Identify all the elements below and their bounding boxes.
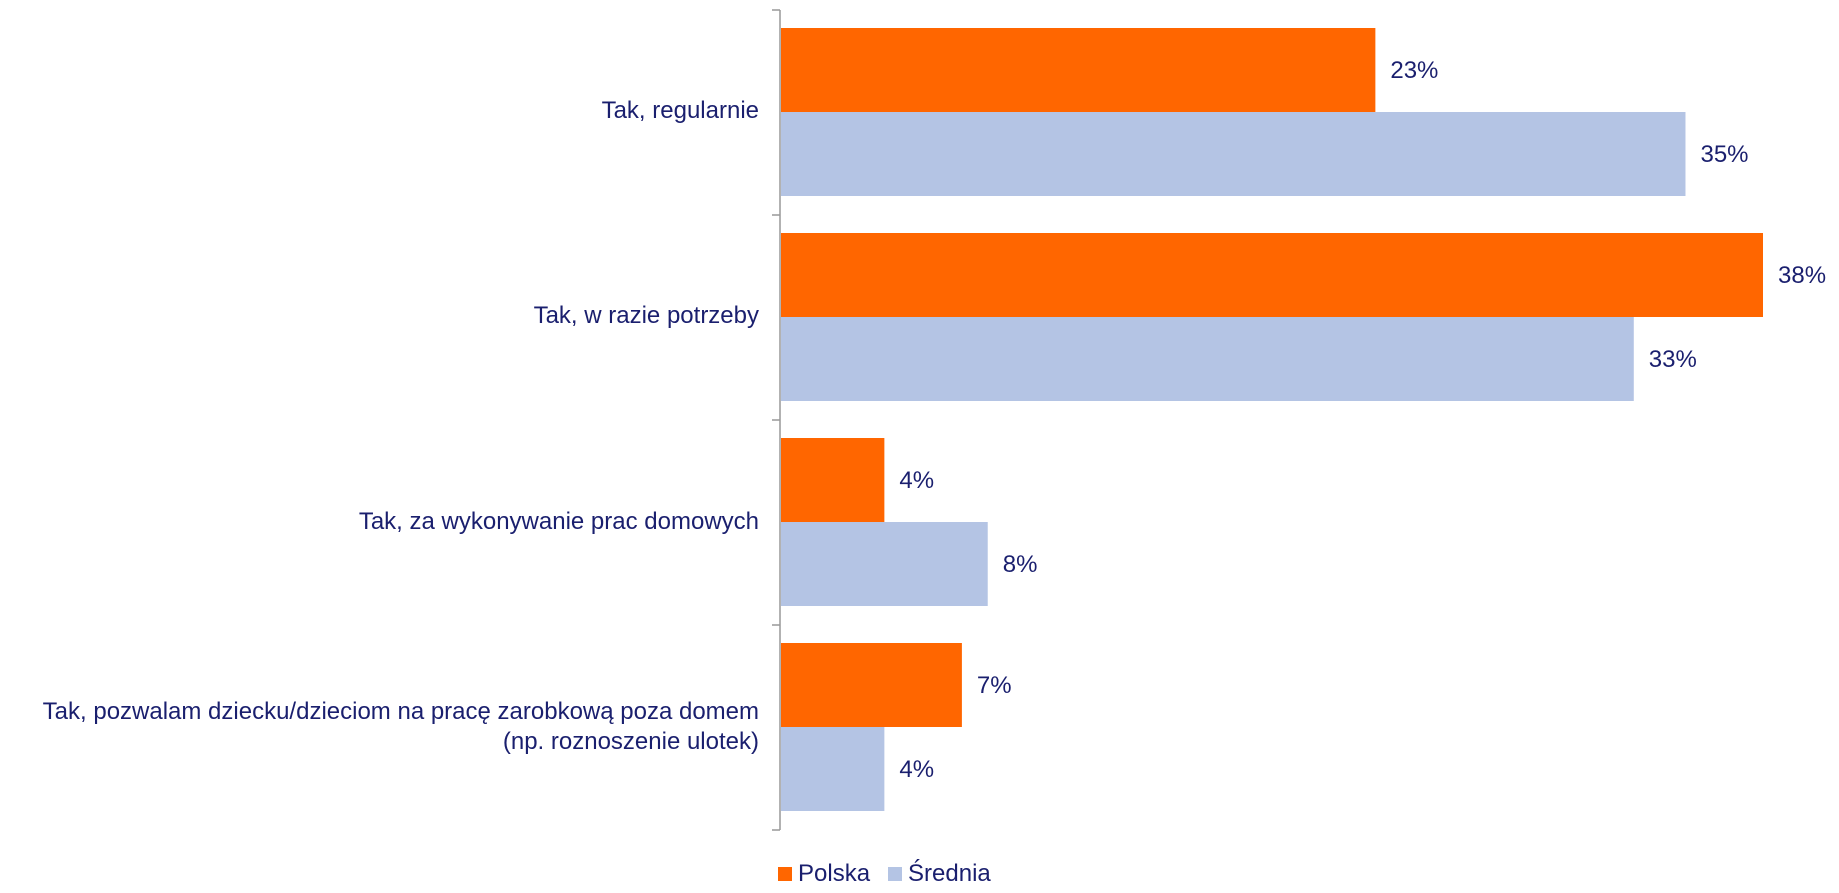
- bar-polska-1: [781, 233, 1763, 317]
- legend-label-polska: Polska: [798, 860, 871, 887]
- category-label-0: Tak, regularnie: [601, 97, 759, 124]
- bar-srednia-2: [781, 522, 988, 606]
- value-label-polska-0: 23%: [1390, 57, 1438, 84]
- bar-srednia-1: [781, 317, 1634, 401]
- chart-legend: Polska Średnia: [778, 860, 1009, 888]
- legend-label-srednia: Średnia: [908, 860, 991, 887]
- value-label-srednia-1: 33%: [1649, 346, 1697, 373]
- bar-srednia-0: [781, 112, 1686, 196]
- category-label-3: Tak, pozwalam dziecku/dzieciom na pracę …: [42, 698, 759, 755]
- legend-item-polska: Polska: [778, 860, 870, 888]
- bar-polska-2: [781, 438, 885, 522]
- bar-srednia-3: [781, 727, 885, 811]
- value-label-polska-3: 7%: [977, 672, 1012, 699]
- value-label-polska-1: 38%: [1778, 262, 1826, 289]
- category-label-1: Tak, w razie potrzeby: [533, 302, 759, 329]
- legend-swatch-srednia: [888, 867, 903, 881]
- value-label-srednia-2: 8%: [1003, 551, 1038, 578]
- value-label-srednia-0: 35%: [1700, 141, 1748, 168]
- bar-polska-3: [781, 643, 962, 727]
- value-label-polska-2: 4%: [899, 467, 934, 494]
- legend-swatch-polska: [778, 867, 792, 881]
- value-label-srednia-3: 4%: [899, 756, 934, 783]
- bar-polska-0: [781, 28, 1376, 112]
- legend-item-srednia: Średnia: [888, 860, 991, 888]
- category-label-2: Tak, za wykonywanie prac domowych: [358, 508, 759, 535]
